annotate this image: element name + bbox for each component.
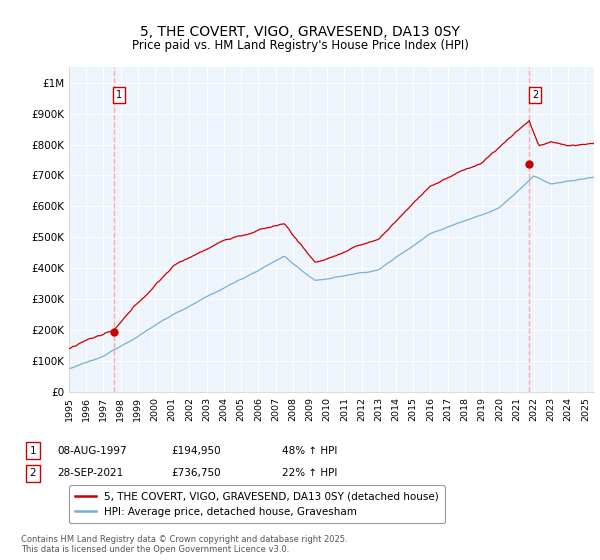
Text: 2: 2 xyxy=(532,90,538,100)
Text: £736,750: £736,750 xyxy=(171,468,221,478)
Text: 08-AUG-1997: 08-AUG-1997 xyxy=(57,446,127,456)
Text: 48% ↑ HPI: 48% ↑ HPI xyxy=(282,446,337,456)
Text: 2: 2 xyxy=(29,468,37,478)
Text: 5, THE COVERT, VIGO, GRAVESEND, DA13 0SY: 5, THE COVERT, VIGO, GRAVESEND, DA13 0SY xyxy=(140,25,460,39)
Text: Price paid vs. HM Land Registry's House Price Index (HPI): Price paid vs. HM Land Registry's House … xyxy=(131,39,469,52)
Text: 1: 1 xyxy=(116,90,122,100)
Text: £194,950: £194,950 xyxy=(171,446,221,456)
Text: 1: 1 xyxy=(29,446,37,456)
Text: 22% ↑ HPI: 22% ↑ HPI xyxy=(282,468,337,478)
Legend: 5, THE COVERT, VIGO, GRAVESEND, DA13 0SY (detached house), HPI: Average price, d: 5, THE COVERT, VIGO, GRAVESEND, DA13 0SY… xyxy=(69,486,445,523)
Text: Contains HM Land Registry data © Crown copyright and database right 2025.
This d: Contains HM Land Registry data © Crown c… xyxy=(21,535,347,554)
Text: 28-SEP-2021: 28-SEP-2021 xyxy=(57,468,123,478)
